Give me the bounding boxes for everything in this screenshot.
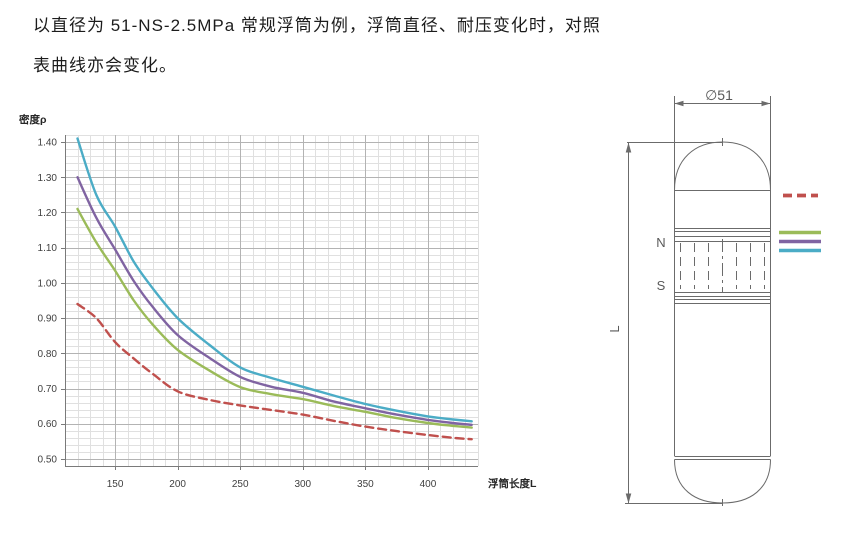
curve-purple [76,176,473,426]
diameter-label: ∅51 [705,87,733,103]
density-length-chart: 150 200 250 300 350 400 0.50 0.60 0.70 0.80 0.90 1.… [19,113,537,490]
x-tick-label: 300 [294,479,311,490]
length-label: L [607,325,622,332]
y-tick-label: 0.60 [38,419,58,430]
float-body-outline [674,138,771,506]
x-tick-label: 200 [169,479,186,490]
y-tick-labels: 0.50 0.60 0.70 0.80 0.90 1.00 1.10 1.20 1.30 1.40 [38,138,58,466]
y-tick-label: 0.70 [38,384,58,395]
curves [76,137,473,441]
curve-legend [779,193,821,253]
curve-green [76,207,473,429]
axes [61,135,478,470]
x-tick-label: 150 [107,479,124,490]
y-tick-label: 1.20 [38,208,58,219]
y-tick-label: 1.30 [38,173,58,184]
intro-paragraph: 以直径为 51-NS-2.5MPa 常规浮筒为例，浮筒直径、耐压变化时，对照 表… [33,6,813,86]
magnet-section-lines [680,243,765,289]
y-tick-label: 0.80 [38,349,58,360]
x-tick-labels: 150 200 250 300 350 400 [107,479,437,490]
grid-minor [65,135,479,467]
y-tick-label: 0.50 [38,454,58,465]
x-tick-label: 350 [357,479,374,490]
y-axis-title: 密度ρ [19,113,47,126]
x-tick-label: 400 [420,479,437,490]
y-tick-label: 0.90 [38,314,58,325]
y-tick-label: 1.00 [38,278,58,289]
float-drawing: ∅51 N S L [607,87,821,506]
x-axis-title: 浮筒长度L [488,477,537,490]
y-tick-label: 1.40 [38,138,58,149]
north-pole-label: N [656,235,665,250]
length-dimension [625,142,722,504]
curve-red-dashed [76,302,473,441]
y-tick-label: 1.10 [38,243,58,254]
intro-line-2: 表曲线亦会变化。 [33,56,177,75]
intro-line-1: 以直径为 51-NS-2.5MPa 常规浮筒为例，浮筒直径、耐压变化时，对照 [33,16,601,35]
curve-teal [76,137,473,423]
x-tick-label: 250 [232,479,249,490]
south-pole-label: S [657,278,666,293]
grid-major [65,135,478,466]
